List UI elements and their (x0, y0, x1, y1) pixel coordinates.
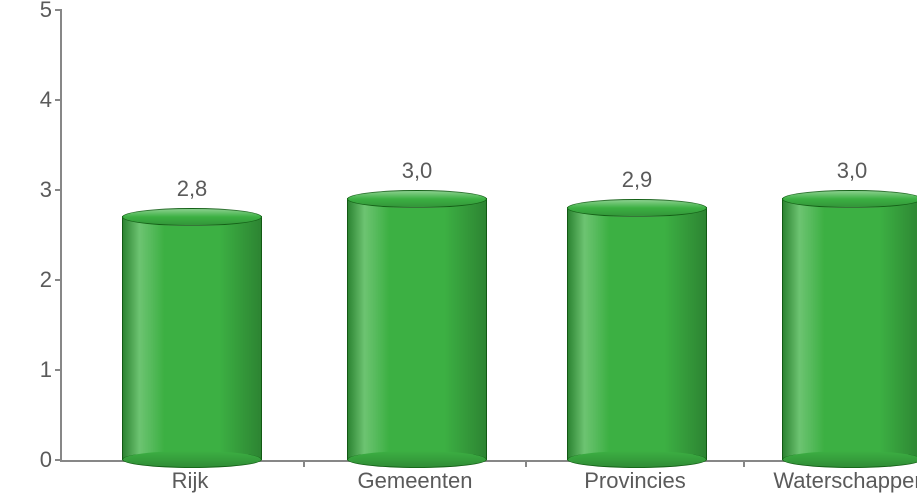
y-tick-label: 0 (12, 447, 52, 473)
y-tick-mark (55, 189, 62, 191)
y-tick-mark (55, 369, 62, 371)
y-tick-label: 3 (12, 177, 52, 203)
y-tick-mark (55, 279, 62, 281)
x-tick-mark (303, 460, 305, 467)
category-label: Provincies (584, 468, 685, 494)
plot-area: 2,8 3,0 2,9 3,0 (60, 10, 912, 462)
bar-chart: 2,8 3,0 2,9 3,0 0 1 2 3 4 5 Rijk Gemeenten Provinci… (0, 0, 917, 504)
y-tick-label: 2 (12, 267, 52, 293)
y-tick-label: 1 (12, 357, 52, 383)
y-tick-label: 5 (12, 0, 52, 23)
y-tick-mark (55, 459, 62, 461)
bar-value-label: 2,9 (567, 167, 707, 193)
x-tick-mark (525, 460, 527, 467)
bar: 3,0 (347, 190, 487, 460)
bar-value-label: 3,0 (347, 158, 487, 184)
x-tick-mark (743, 460, 745, 467)
bar-value-label: 2,8 (122, 176, 262, 202)
y-tick-mark (55, 99, 62, 101)
category-label: Rijk (172, 468, 209, 494)
y-tick-label: 4 (12, 87, 52, 113)
bar: 2,8 (122, 208, 262, 460)
category-label: Waterschappen (773, 468, 917, 494)
bar: 3,0 (782, 190, 917, 460)
category-label: Gemeenten (358, 468, 473, 494)
y-tick-mark (55, 9, 62, 11)
bar: 2,9 (567, 199, 707, 460)
bar-value-label: 3,0 (782, 158, 917, 184)
